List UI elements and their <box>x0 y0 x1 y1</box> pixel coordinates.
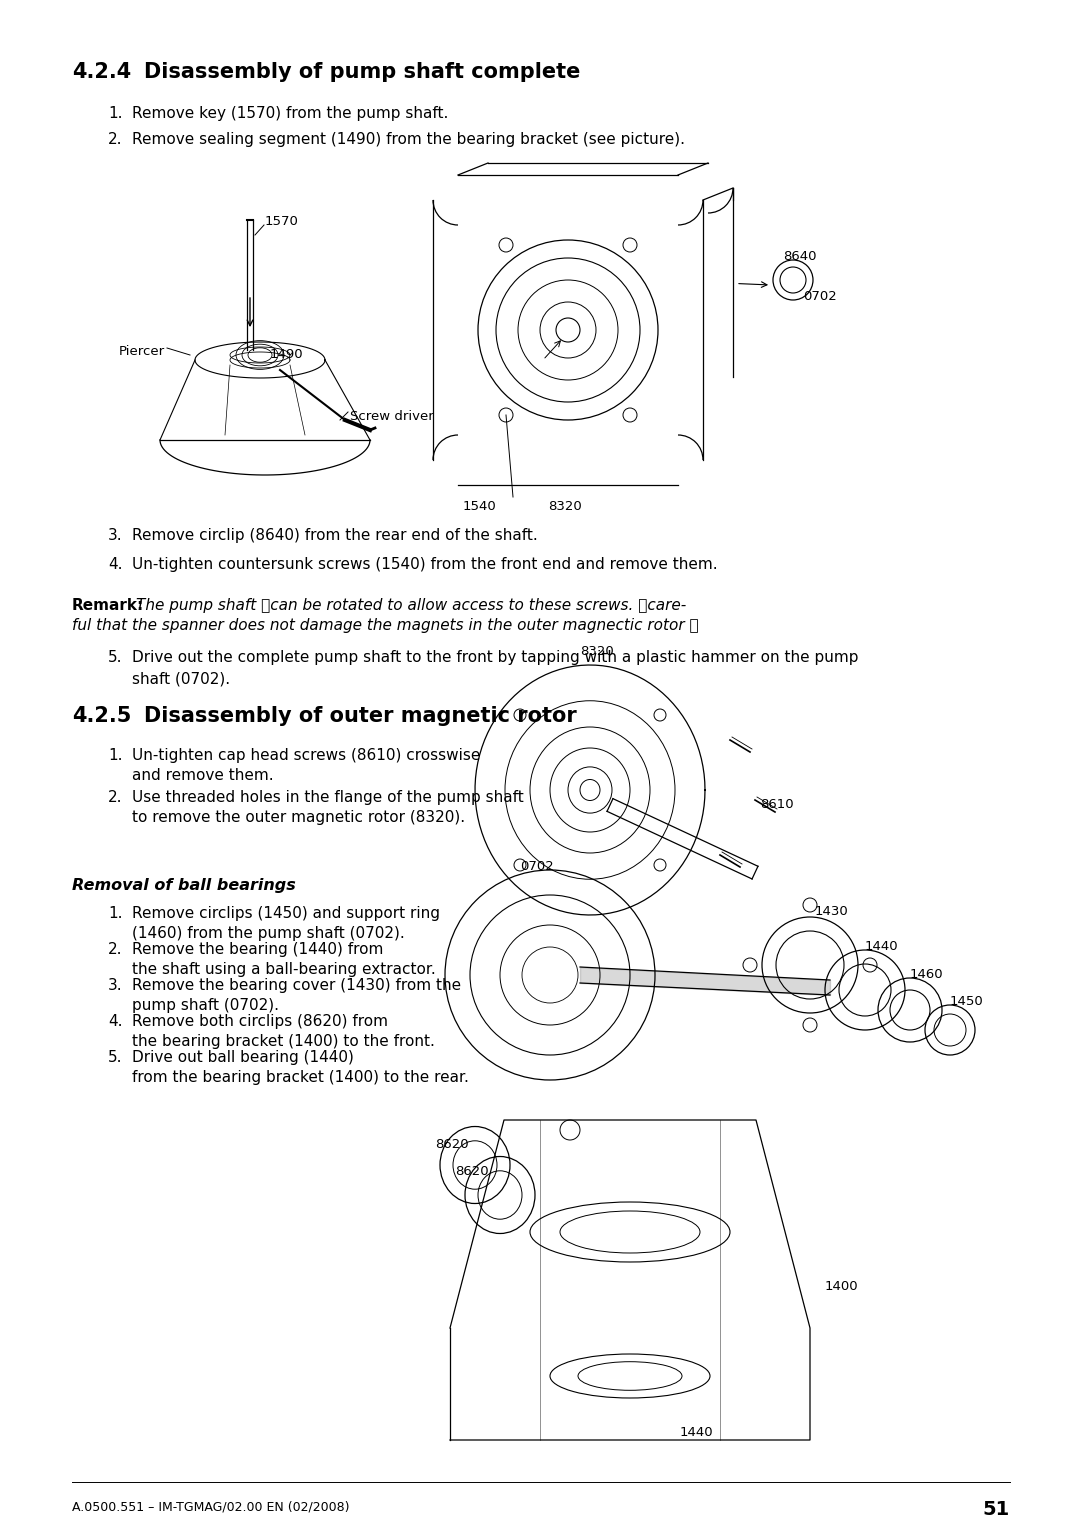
Text: Remove circlips (1450) and support ring: Remove circlips (1450) and support ring <box>132 906 440 921</box>
Text: Use threaded holes in the flange of the pump shaft: Use threaded holes in the flange of the … <box>132 789 524 805</box>
Text: 5.: 5. <box>108 651 122 664</box>
Text: (1460) from the pump shaft (0702).: (1460) from the pump shaft (0702). <box>132 925 405 941</box>
Text: shaft (0702).: shaft (0702). <box>132 670 230 686</box>
Text: 4.: 4. <box>108 1014 122 1029</box>
Text: 1.: 1. <box>108 105 122 121</box>
Text: Remove sealing segment (1490) from the bearing bracket (see picture).: Remove sealing segment (1490) from the b… <box>132 131 685 147</box>
Text: 3.: 3. <box>108 528 123 544</box>
Text: Piercer: Piercer <box>119 345 165 357</box>
Text: 2.: 2. <box>108 131 122 147</box>
Text: 4.2.5: 4.2.5 <box>72 705 132 725</box>
Text: 1440: 1440 <box>680 1426 714 1438</box>
Text: and remove them.: and remove them. <box>132 768 273 783</box>
Text: 8620: 8620 <box>455 1165 488 1177</box>
Text: 1400: 1400 <box>825 1280 859 1293</box>
Text: Remark:: Remark: <box>72 599 145 612</box>
Text: from the bearing bracket (1400) to the rear.: from the bearing bracket (1400) to the r… <box>132 1070 469 1086</box>
Text: 1.: 1. <box>108 906 122 921</box>
Text: the bearing bracket (1400) to the front.: the bearing bracket (1400) to the front. <box>132 1034 435 1049</box>
Text: A.0500.551 – IM-TGMAG/02.00 EN (02/2008): A.0500.551 – IM-TGMAG/02.00 EN (02/2008) <box>72 1500 350 1513</box>
Text: 1490: 1490 <box>270 348 303 360</box>
Text: 4.: 4. <box>108 557 122 573</box>
Text: the shaft using a ball-bearing extractor.: the shaft using a ball-bearing extractor… <box>132 962 435 977</box>
Text: Remove both circlips (8620) from: Remove both circlips (8620) from <box>132 1014 388 1029</box>
Text: Remove the bearing (1440) from: Remove the bearing (1440) from <box>132 942 383 957</box>
Text: 1.: 1. <box>108 748 122 764</box>
Text: 8620: 8620 <box>435 1138 469 1151</box>
Text: Drive out the complete pump shaft to the front by tapping with a plastic hammer : Drive out the complete pump shaft to the… <box>132 651 859 664</box>
Text: 0702: 0702 <box>519 860 554 873</box>
Text: Disassembly of pump shaft complete: Disassembly of pump shaft complete <box>144 63 580 82</box>
Text: ful that the spanner does not damage the magnets in the outer magnectic rotor : ful that the spanner does not damage the… <box>72 618 699 634</box>
Text: 1450: 1450 <box>950 996 984 1008</box>
Text: 8320: 8320 <box>548 499 582 513</box>
Text: 1540: 1540 <box>463 499 497 513</box>
Text: 4.2.4: 4.2.4 <box>72 63 132 82</box>
Text: 1440: 1440 <box>865 941 899 953</box>
Text: 8320: 8320 <box>580 644 613 658</box>
Text: 8640: 8640 <box>783 250 816 263</box>
Text: 2.: 2. <box>108 942 122 957</box>
Text: Screw driver: Screw driver <box>350 411 434 423</box>
Text: 5.: 5. <box>108 1051 122 1064</box>
Text: 2.: 2. <box>108 789 122 805</box>
Text: 8610: 8610 <box>760 799 794 811</box>
Text: 1460: 1460 <box>910 968 944 980</box>
Text: Un-tighten cap head screws (8610) crosswise: Un-tighten cap head screws (8610) crossw… <box>132 748 481 764</box>
Text: Disassembly of outer magnetic rotor: Disassembly of outer magnetic rotor <box>144 705 577 725</box>
Text: 1430: 1430 <box>815 906 849 918</box>
Text: 0702: 0702 <box>804 290 837 302</box>
Text: to remove the outer magnetic rotor (8320).: to remove the outer magnetic rotor (8320… <box>132 809 465 825</box>
Text: Remove the bearing cover (1430) from the: Remove the bearing cover (1430) from the <box>132 977 461 993</box>
Text: Remove key (1570) from the pump shaft.: Remove key (1570) from the pump shaft. <box>132 105 448 121</box>
Text: 3.: 3. <box>108 977 123 993</box>
Text: Drive out ball bearing (1440): Drive out ball bearing (1440) <box>132 1051 354 1064</box>
Text: 1570: 1570 <box>265 215 299 228</box>
Text: Removal of ball bearings: Removal of ball bearings <box>72 878 296 893</box>
Text: The pump shaft can be rotated to allow access to these screws. care-: The pump shaft can be rotated to allow … <box>136 599 686 612</box>
Text: pump shaft (0702).: pump shaft (0702). <box>132 999 279 1012</box>
Text: Remove circlip (8640) from the rear end of the shaft.: Remove circlip (8640) from the rear end … <box>132 528 538 544</box>
Text: Un-tighten countersunk screws (1540) from the front end and remove them.: Un-tighten countersunk screws (1540) fro… <box>132 557 717 573</box>
Text: 51: 51 <box>983 1500 1010 1519</box>
